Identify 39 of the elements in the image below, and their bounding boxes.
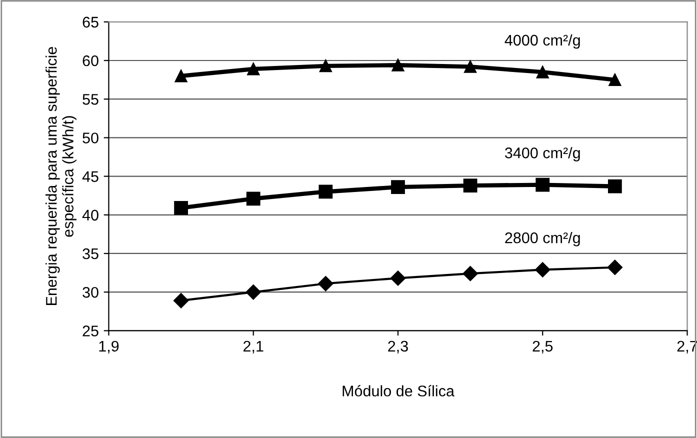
series-label: 4000 cm²/g <box>504 34 580 49</box>
point <box>536 66 549 78</box>
point <box>535 262 550 278</box>
x-tick-label: 2,5 <box>532 340 553 354</box>
y-tick-label: 30 <box>82 286 98 298</box>
x-tick-label: 2,1 <box>244 340 264 354</box>
point <box>319 60 332 72</box>
point <box>173 293 189 308</box>
y-tick-label: 35 <box>82 248 98 260</box>
point <box>464 60 477 73</box>
point <box>318 184 333 199</box>
point <box>463 178 478 193</box>
y-tick-label: 60 <box>82 55 98 66</box>
point <box>608 74 622 86</box>
point <box>174 70 188 82</box>
y-tick-label: 45 <box>82 171 98 182</box>
x-axis-title: Módulo de Sílica <box>342 385 454 396</box>
point <box>247 62 260 76</box>
point <box>607 260 622 275</box>
point <box>318 276 334 292</box>
x-tick-label: 1,9 <box>99 340 119 354</box>
point <box>608 179 622 194</box>
y-tick-label: 40 <box>82 210 98 221</box>
point <box>536 178 550 192</box>
point <box>174 201 188 215</box>
point <box>246 284 261 300</box>
series-label: 3400 cm²/g <box>504 147 580 162</box>
x-tick-label: 2,3 <box>388 340 408 354</box>
series-label: 2800 cm²/g <box>505 232 580 246</box>
point <box>391 180 405 194</box>
y-tick-label: 55 <box>82 94 98 105</box>
y-tick-label: 50 <box>82 132 98 144</box>
point <box>246 192 260 206</box>
y-axis-title: Energia requerida para uma superficie específica (kWh/t) <box>46 47 76 305</box>
y-tick-label: 25 <box>82 326 98 336</box>
point <box>390 270 406 286</box>
y-tick-label: 65 <box>82 16 98 28</box>
point <box>392 58 404 72</box>
point <box>462 266 478 282</box>
